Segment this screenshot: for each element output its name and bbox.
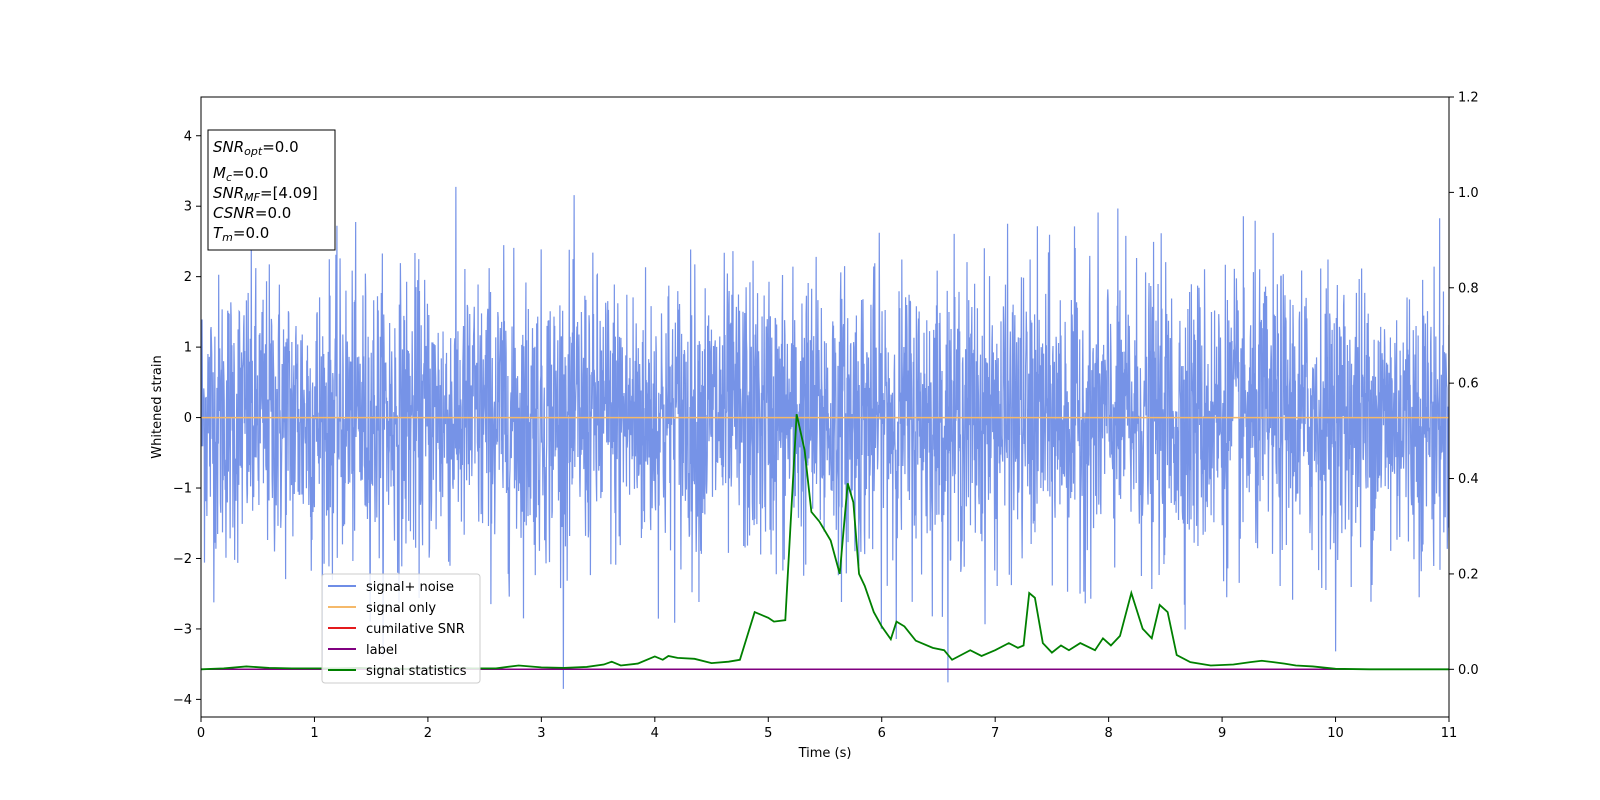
- info-value: =[4.09]: [260, 184, 318, 202]
- x-tick-label: 6: [878, 726, 886, 741]
- y-tick-label: 0: [184, 411, 192, 426]
- y-tick-label: 1: [184, 341, 192, 356]
- y2-tick-label: 0.6: [1458, 377, 1479, 392]
- y-tick-label: 3: [184, 200, 192, 215]
- y-tick-label: −3: [173, 622, 192, 637]
- y-axis-right: 0.0 0.2 0.4 0.6 0.8 1.0 1.2: [1449, 91, 1479, 678]
- info-symbol: CSNR: [213, 204, 255, 222]
- x-axis-label: Time (s): [798, 746, 852, 761]
- info-value: =0.0: [262, 138, 298, 156]
- plot-frame: [200, 96, 1450, 718]
- x-tick-label: 8: [1104, 726, 1112, 741]
- legend-frame: [321, 573, 481, 684]
- info-subscript: MF: [244, 191, 260, 204]
- y2-tick-label: 1.2: [1458, 91, 1479, 106]
- x-tick-label: 11: [1441, 726, 1458, 741]
- y-tick-label: −2: [173, 552, 192, 567]
- info-box: SNRopt=0.0Mc=0.0SNRMF=[4.09]CSNR=0.0Tm=0…: [207, 129, 336, 251]
- signal-noise-layer: [201, 186, 1449, 689]
- x-tick-label: 5: [764, 726, 772, 741]
- y2-tick-label: 0.4: [1458, 472, 1479, 487]
- info-line: SNRopt=0.0: [213, 138, 299, 158]
- x-axis: 0 1 2 3 4 5 6 7 8 9 10 11: [197, 717, 1457, 741]
- y-axis-label: Whitened strain: [150, 355, 165, 458]
- legend-label-cumilative-snr: cumilative SNR: [366, 622, 465, 637]
- info-symbol: SNR: [213, 184, 244, 202]
- y2-tick-label: 0.8: [1458, 281, 1479, 296]
- legend-label-signal-statistics: signal statistics: [366, 664, 467, 679]
- info-line: CSNR=0.0: [213, 204, 291, 222]
- y2-tick-label: 1.0: [1458, 186, 1479, 201]
- x-tick-label: 4: [651, 726, 659, 741]
- x-tick-label: 3: [537, 726, 545, 741]
- info-value: =0.0: [255, 204, 291, 222]
- series-line-signal-statistics: [201, 413, 1449, 671]
- x-tick-label: 10: [1327, 726, 1344, 741]
- y2-tick-label: 0.2: [1458, 567, 1479, 582]
- legend: signal+ noise signal only cumilative SNR la…: [321, 573, 481, 684]
- info-subscript: opt: [244, 145, 263, 158]
- info-subscript: c: [226, 171, 232, 184]
- info-box-frame: [207, 129, 336, 251]
- info-line: SNRMF=[4.09]: [213, 184, 318, 204]
- info-symbol: SNR: [213, 138, 244, 156]
- x-tick-label: 7: [991, 726, 999, 741]
- y-tick-label: −4: [173, 693, 192, 708]
- info-subscript: m: [222, 231, 233, 244]
- legend-label-signal-only: signal only: [366, 601, 436, 616]
- series-line-signal-noise: [201, 186, 1449, 689]
- info-value: =0.0: [233, 224, 269, 242]
- x-tick-label: 0: [197, 726, 205, 741]
- info-value: =0.0: [232, 164, 268, 182]
- y-tick-label: 4: [184, 129, 192, 144]
- y-tick-label: 2: [184, 270, 192, 285]
- info-line: Tm=0.0: [213, 224, 269, 244]
- x-tick-label: 1: [310, 726, 318, 741]
- legend-items: signal+ noise signal only cumilative SNR la…: [328, 580, 467, 679]
- y-tick-label: −1: [173, 482, 192, 497]
- y2-tick-label: 0.0: [1458, 663, 1479, 678]
- legend-label-signal-noise: signal+ noise: [366, 580, 454, 595]
- x-tick-label: 9: [1218, 726, 1226, 741]
- y-axis-left: −4 −3 −2 −1 0 1 2 3 4: [173, 129, 201, 708]
- info-line: Mc=0.0: [213, 164, 268, 184]
- info-symbol: M: [213, 164, 226, 182]
- info-box-lines: SNRopt=0.0Mc=0.0SNRMF=[4.09]CSNR=0.0Tm=0…: [213, 138, 318, 244]
- x-tick-label: 2: [424, 726, 432, 741]
- legend-label-label: label: [366, 643, 397, 658]
- info-symbol: T: [213, 224, 224, 242]
